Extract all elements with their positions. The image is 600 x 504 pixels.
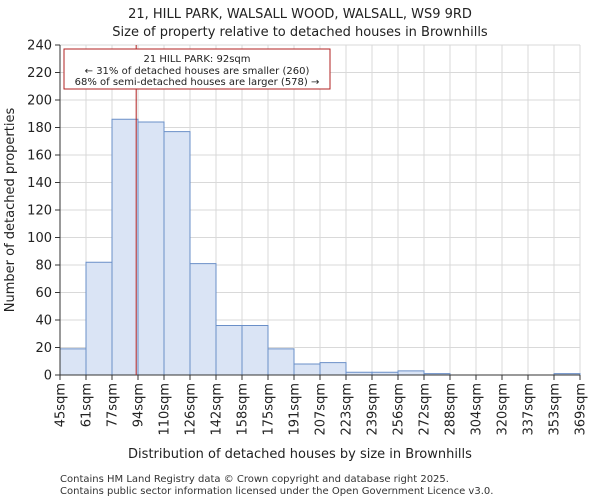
annotation-line-3: 68% of semi-detached houses are larger (… [75, 77, 320, 88]
x-tick-label: 45sqm [54, 383, 69, 427]
y-tick-label: 0 [44, 369, 52, 384]
y-tick-label: 220 [27, 66, 52, 81]
bar-207sqm [319, 362, 347, 376]
bar-191sqm [293, 363, 321, 376]
bar-94sqm [137, 121, 165, 376]
x-tick-label: 320sqm [496, 383, 511, 436]
bar-45sqm [59, 348, 87, 376]
bar-77sqm [111, 118, 139, 376]
x-tick-label: 110sqm [158, 383, 173, 436]
bars [59, 118, 581, 376]
chart-title: 21, HILL PARK, WALSALL WOOD, WALSALL, WS… [128, 7, 472, 22]
x-tick-label: 158sqm [236, 383, 251, 436]
annotation-line-2: ← 31% of detached houses are smaller (26… [85, 66, 310, 77]
footer-line-2: Contains public sector information licen… [60, 486, 493, 497]
x-tick-label: 61sqm [80, 383, 95, 427]
x-tick-label: 304sqm [470, 383, 485, 436]
bar-256sqm [397, 370, 425, 376]
y-tick-label: 100 [27, 231, 52, 246]
chart-subtitle: Size of property relative to detached ho… [112, 25, 488, 40]
y-tick-label: 40 [35, 314, 52, 329]
footer-line-1: Contains HM Land Registry data © Crown c… [60, 474, 449, 485]
x-tick-label: 191sqm [288, 383, 303, 436]
annotation-box [63, 48, 331, 90]
x-tick-label: 272sqm [418, 383, 433, 436]
annotation: 21 HILL PARK: 92sqm ← 31% of detached ho… [63, 48, 331, 90]
x-tick-label: 142sqm [210, 383, 225, 436]
y-tick-label: 180 [27, 121, 52, 136]
x-tick-label: 94sqm [132, 383, 147, 427]
x-ticks: 45sqm 61sqm 77sqm 94sqm 110sqm 126sqm 142sqm 15… [54, 375, 589, 436]
x-tick-label: 175sqm [262, 383, 277, 436]
bar-142sqm [215, 325, 243, 376]
x-tick-label: 369sqm [574, 383, 589, 436]
x-tick-label: 239sqm [366, 383, 381, 436]
x-tick-label: 353sqm [548, 383, 563, 436]
x-tick-label: 288sqm [444, 383, 459, 436]
bar-61sqm [85, 261, 113, 376]
x-axis-label: Distribution of detached houses by size … [128, 447, 472, 462]
x-tick-label: 77sqm [106, 383, 121, 427]
y-tick-label: 240 [27, 39, 52, 54]
y-tick-label: 120 [27, 204, 52, 219]
x-tick-label: 256sqm [392, 383, 407, 436]
y-tick-label: 60 [35, 286, 52, 301]
y-axis-label: Number of detached properties [3, 108, 18, 313]
x-tick-label: 223sqm [340, 383, 355, 436]
y-ticks: 0 20 40 60 80 100 120 140 160 180 200 220 240 [27, 39, 60, 384]
x-tick-label: 337sqm [522, 383, 537, 436]
y-tick-label: 140 [27, 176, 52, 191]
y-tick-label: 200 [27, 94, 52, 109]
bar-126sqm [189, 263, 217, 376]
bar-175sqm [267, 348, 295, 376]
y-tick-label: 20 [35, 341, 52, 356]
x-tick-label: 207sqm [314, 383, 329, 436]
bar-158sqm [241, 325, 269, 376]
y-tick-label: 80 [35, 259, 52, 274]
x-tick-label: 126sqm [184, 383, 199, 436]
annotation-line-1: 21 HILL PARK: 92sqm [143, 54, 250, 65]
y-tick-label: 160 [27, 149, 52, 164]
bar-110sqm [163, 131, 191, 376]
